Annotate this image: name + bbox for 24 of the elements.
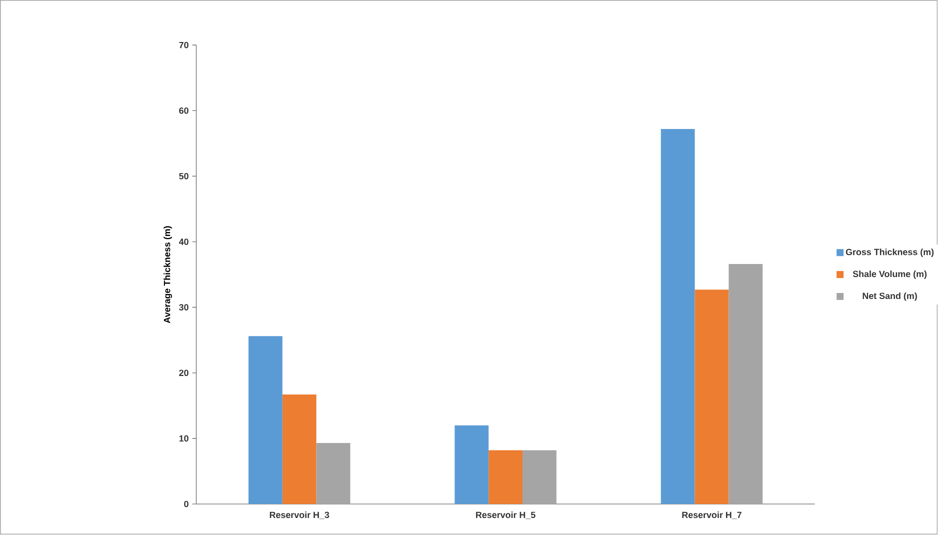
y-axis-title: Average Thickness (m) — [164, 226, 172, 324]
bar — [282, 394, 316, 504]
bar — [728, 264, 763, 504]
legend-label: Net Sand (m) — [862, 292, 917, 302]
y-tick-label: 10 — [179, 435, 188, 442]
bar — [316, 443, 350, 504]
y-tick-label: 50 — [179, 173, 188, 180]
legend-label: Gross Thickness (m) — [846, 248, 934, 258]
y-tick-label: 0 — [184, 501, 188, 508]
y-tick-label: 20 — [179, 370, 188, 376]
x-tick-label: Reservoir H_5 — [476, 512, 536, 520]
bar — [694, 290, 729, 504]
y-tick-label: 40 — [178, 238, 188, 246]
y-tick-label: 70 — [179, 42, 188, 48]
x-tick-label: Reservoir H_7 — [682, 512, 742, 520]
bar — [248, 336, 282, 504]
y-tick-label: 60 — [179, 108, 188, 114]
bar — [454, 426, 489, 504]
bar — [660, 129, 695, 504]
bar — [488, 450, 523, 504]
bar — [522, 450, 556, 504]
y-tick-label: 30 — [179, 304, 188, 311]
x-tick-label: Reservoir H_3 — [270, 512, 330, 520]
legend-label: Shale Volume (m) — [852, 270, 927, 280]
